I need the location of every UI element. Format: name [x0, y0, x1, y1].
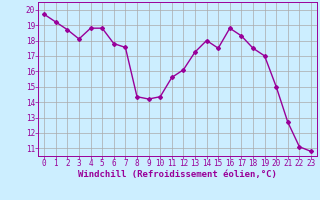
- X-axis label: Windchill (Refroidissement éolien,°C): Windchill (Refroidissement éolien,°C): [78, 170, 277, 179]
